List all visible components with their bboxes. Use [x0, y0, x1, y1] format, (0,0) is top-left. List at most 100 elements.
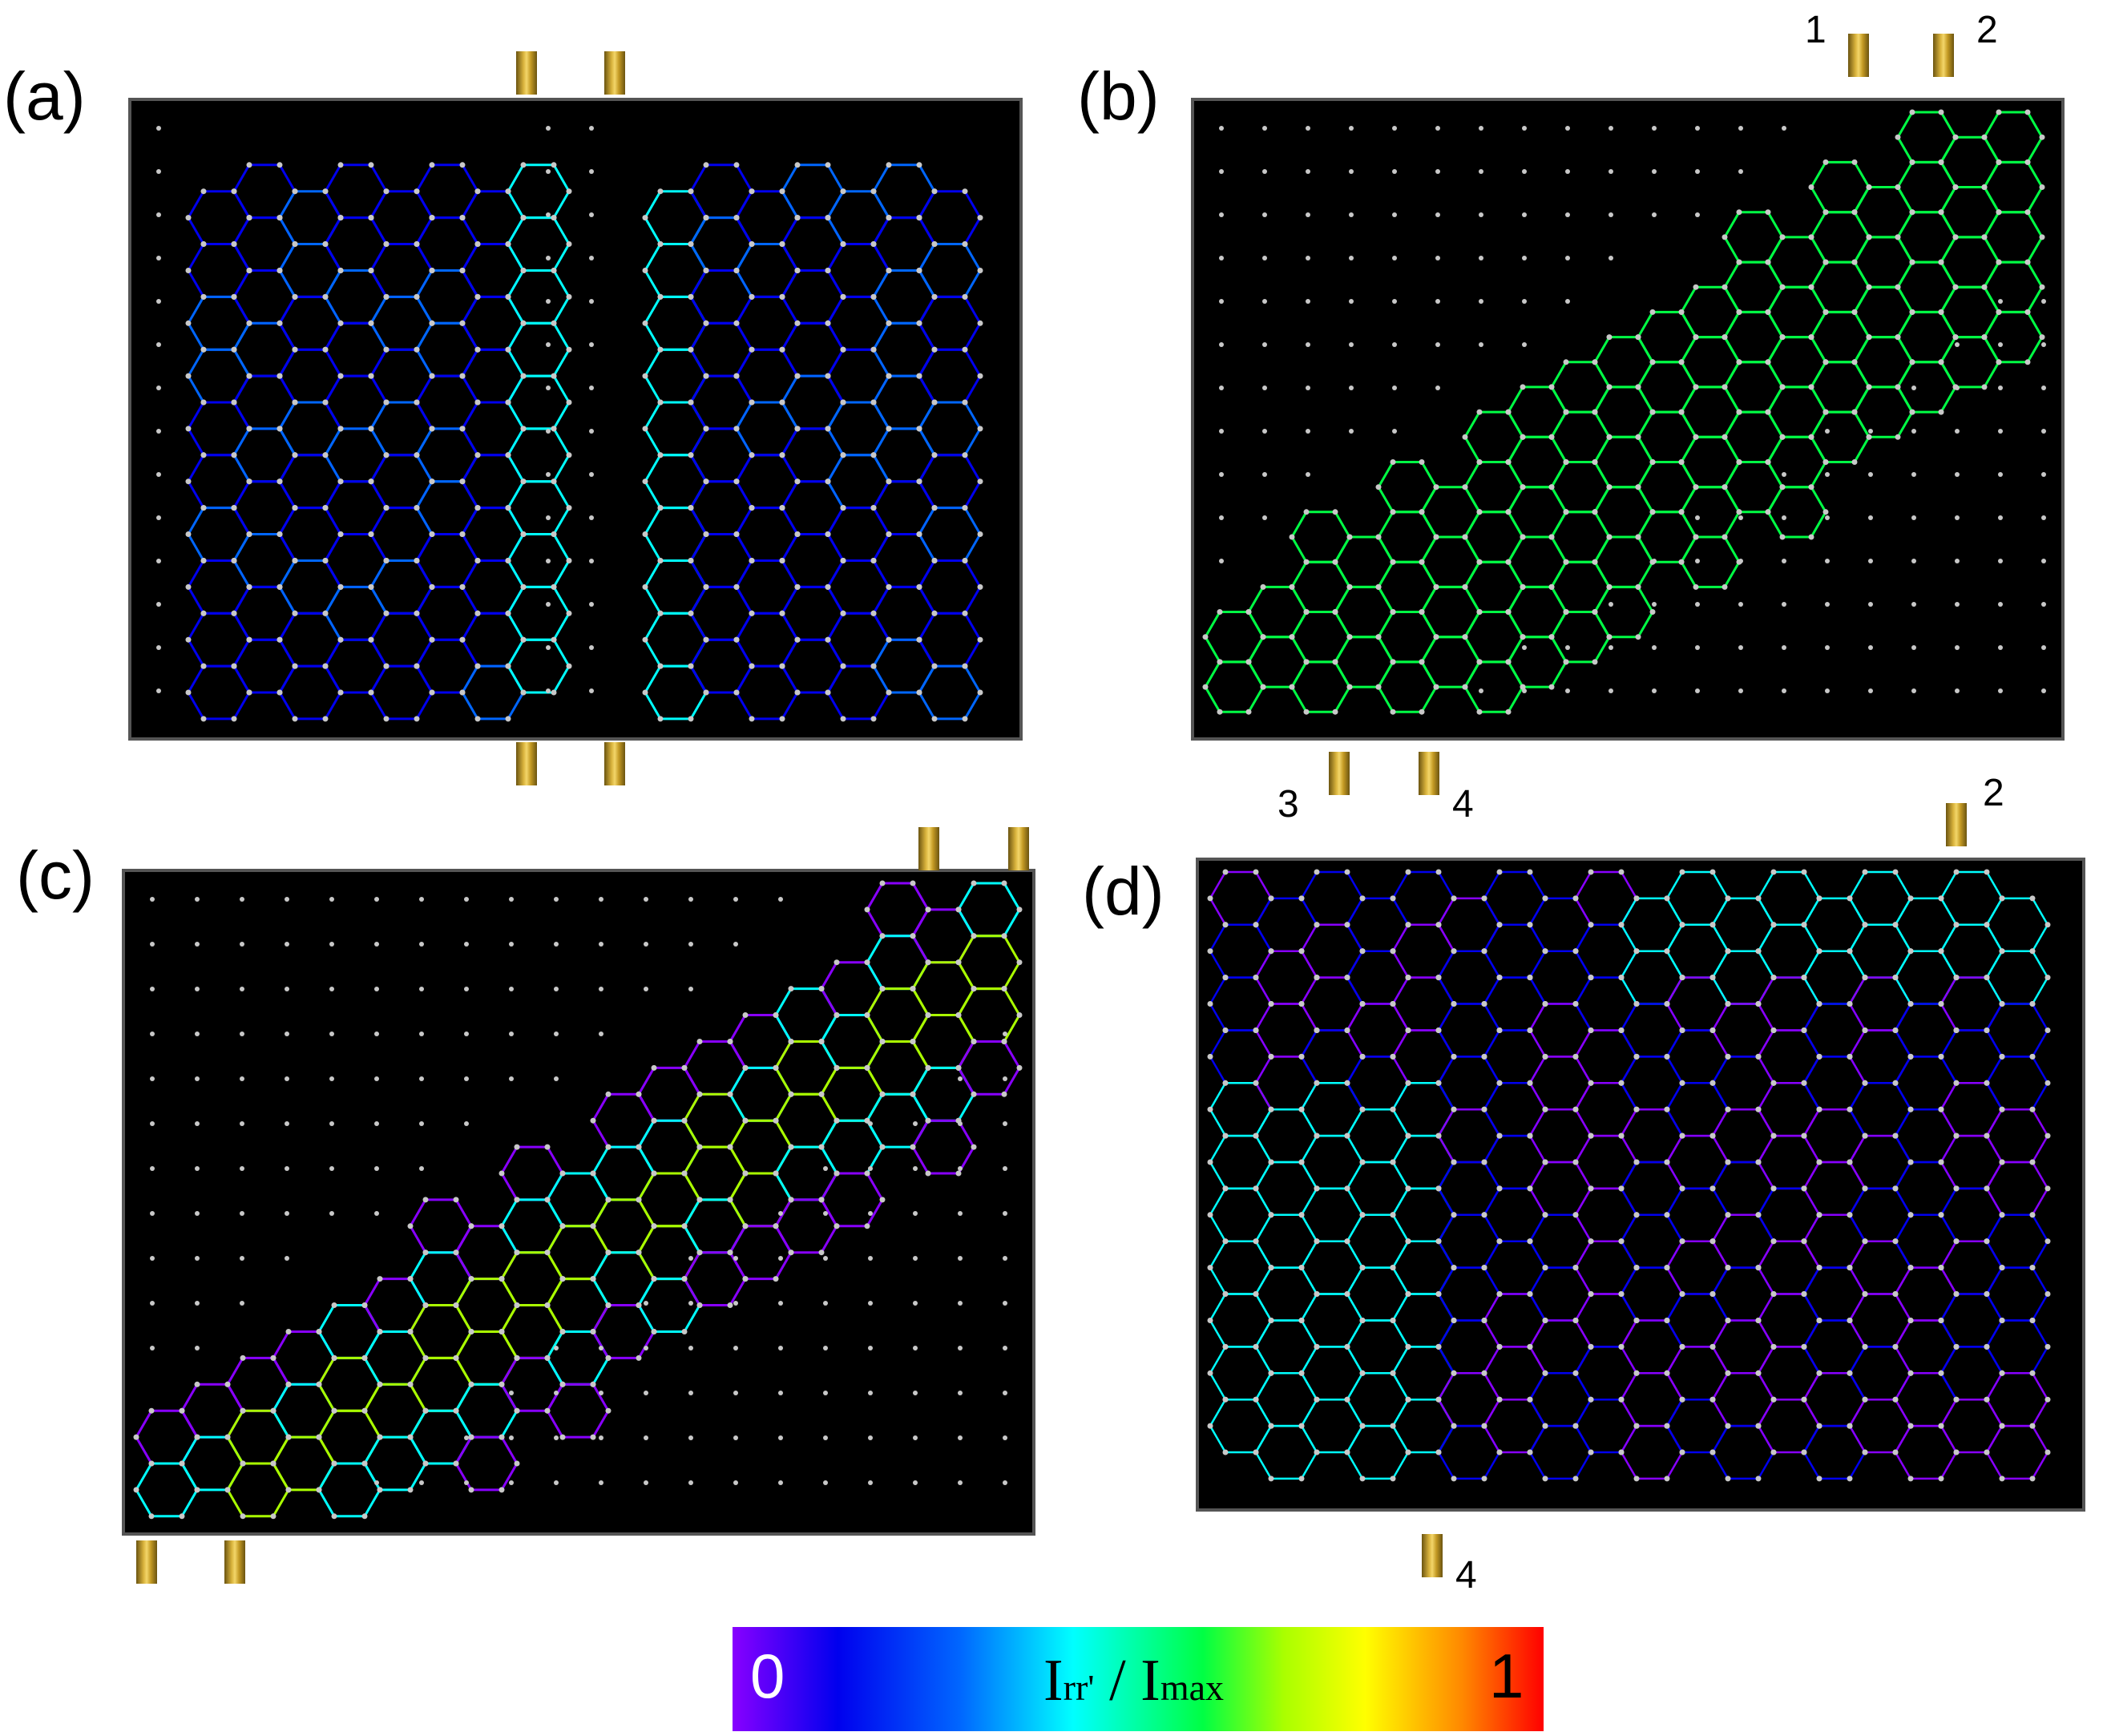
- lattice-site: [1222, 1132, 1229, 1139]
- hexagon-bond: [461, 295, 525, 351]
- lattice-site: [429, 268, 435, 273]
- lattice-site: [1801, 1291, 1807, 1297]
- lattice-site: [1765, 509, 1771, 515]
- lattice-site: [1222, 975, 1229, 981]
- lattice-site: [224, 1381, 231, 1387]
- lattice-site: [509, 1480, 514, 1485]
- hexagon-bond: [1983, 160, 2044, 214]
- lattice-site: [1563, 359, 1569, 365]
- lattice-site: [1953, 1027, 1960, 1033]
- lattice-site: [971, 933, 977, 939]
- hexagon-bond: [1939, 336, 2000, 389]
- hexagon-bond: [415, 321, 479, 377]
- lattice-site: [1664, 1106, 1670, 1112]
- lattice-site: [703, 478, 709, 485]
- lattice-site: [2041, 299, 2046, 304]
- lattice-site: [1755, 1318, 1762, 1323]
- lattice-site: [1770, 975, 1777, 981]
- lattice-site: [1695, 126, 1700, 131]
- lattice-site: [429, 373, 435, 379]
- hexagon-bond: [187, 507, 251, 562]
- hexagon-bond: [409, 1409, 473, 1465]
- lattice-site: [1998, 688, 2003, 693]
- lattice-site: [2044, 1238, 2051, 1245]
- lattice-site: [2024, 309, 2031, 315]
- lattice-site: [509, 1435, 514, 1440]
- lattice-site: [1782, 559, 1786, 563]
- lattice-site: [977, 373, 983, 379]
- hexagon-bond: [317, 1462, 381, 1518]
- lattice-site: [514, 1144, 520, 1150]
- lattice-site: [1770, 922, 1777, 928]
- lattice-site: [551, 320, 557, 326]
- lattice-site: [1476, 609, 1483, 615]
- hexagon-bond: [1757, 923, 1821, 979]
- lattice-site: [514, 1407, 520, 1414]
- lattice-site: [1722, 434, 1728, 440]
- lattice-site: [1572, 1318, 1579, 1323]
- lattice-site: [194, 1487, 200, 1493]
- hexagon-bond: [369, 348, 434, 404]
- hexagon-bond: [1757, 1029, 1821, 1084]
- lattice-site: [958, 1256, 963, 1261]
- lattice-site: [1678, 359, 1685, 365]
- lattice-site: [886, 583, 892, 590]
- lattice-site: [1847, 895, 1853, 902]
- lattice-site: [1862, 922, 1868, 928]
- lattice-site: [195, 1211, 200, 1216]
- hexagon-bond: [735, 612, 799, 668]
- hexagon-bond: [1346, 1161, 1410, 1217]
- lattice-site: [1522, 256, 1527, 260]
- lattice-site: [1003, 1435, 1007, 1440]
- lattice-site: [520, 531, 527, 537]
- lattice-site: [1332, 659, 1338, 665]
- lattice-site: [194, 1434, 200, 1440]
- hexagon-bond: [1757, 1398, 1821, 1454]
- lattice-site: [1260, 634, 1266, 640]
- lattice-site: [156, 342, 161, 347]
- lattice-site: [1392, 299, 1397, 304]
- hexagon-bond: [1896, 260, 1957, 313]
- hexagon-bond: [1894, 1266, 1958, 1322]
- hexagon-bond: [1346, 1372, 1410, 1427]
- lattice-site: [864, 1012, 870, 1018]
- hexagon-bond: [369, 559, 434, 615]
- lattice-site: [1390, 1159, 1396, 1165]
- lattice-site: [642, 215, 648, 221]
- lattice-panel-c: [122, 869, 1035, 1536]
- lattice-site: [1984, 869, 1990, 875]
- lattice-site: [1895, 434, 1901, 440]
- hexagon-bond: [454, 1278, 519, 1333]
- lattice-site: [977, 531, 983, 537]
- lattice-site: [1679, 1343, 1685, 1350]
- hexagon-bond: [1550, 611, 1611, 664]
- lattice-site: [864, 959, 870, 966]
- lattice-site: [368, 426, 374, 432]
- lattice-site: [931, 346, 938, 353]
- hexagon-bond: [226, 1409, 290, 1465]
- lattice-site: [1479, 212, 1483, 217]
- lattice-site: [1866, 384, 1872, 390]
- lattice-site: [1390, 1265, 1396, 1271]
- lattice-site: [1527, 869, 1533, 875]
- lattice-site: [644, 897, 648, 902]
- hexagon-bond: [1637, 461, 1697, 514]
- hexagon-bond: [1574, 1240, 1638, 1295]
- lattice-site: [1693, 334, 1699, 341]
- lattice-site: [1565, 212, 1570, 217]
- lattice-site: [1999, 1106, 2005, 1112]
- hexagon-bond: [1290, 511, 1351, 563]
- lattice-site: [749, 293, 755, 300]
- lattice-site: [788, 1144, 794, 1150]
- lattice-site: [195, 1121, 200, 1126]
- lattice-site: [1618, 975, 1625, 981]
- lattice-site: [505, 663, 511, 669]
- hexagon-bond: [1810, 361, 1871, 414]
- lattice-site: [2041, 342, 2046, 347]
- lattice-site: [2024, 259, 2031, 265]
- lattice-site: [1298, 1053, 1305, 1060]
- hexagon-bond: [866, 882, 930, 938]
- lattice-site: [150, 942, 155, 947]
- lattice-site: [778, 1346, 783, 1350]
- lattice-site: [459, 268, 466, 273]
